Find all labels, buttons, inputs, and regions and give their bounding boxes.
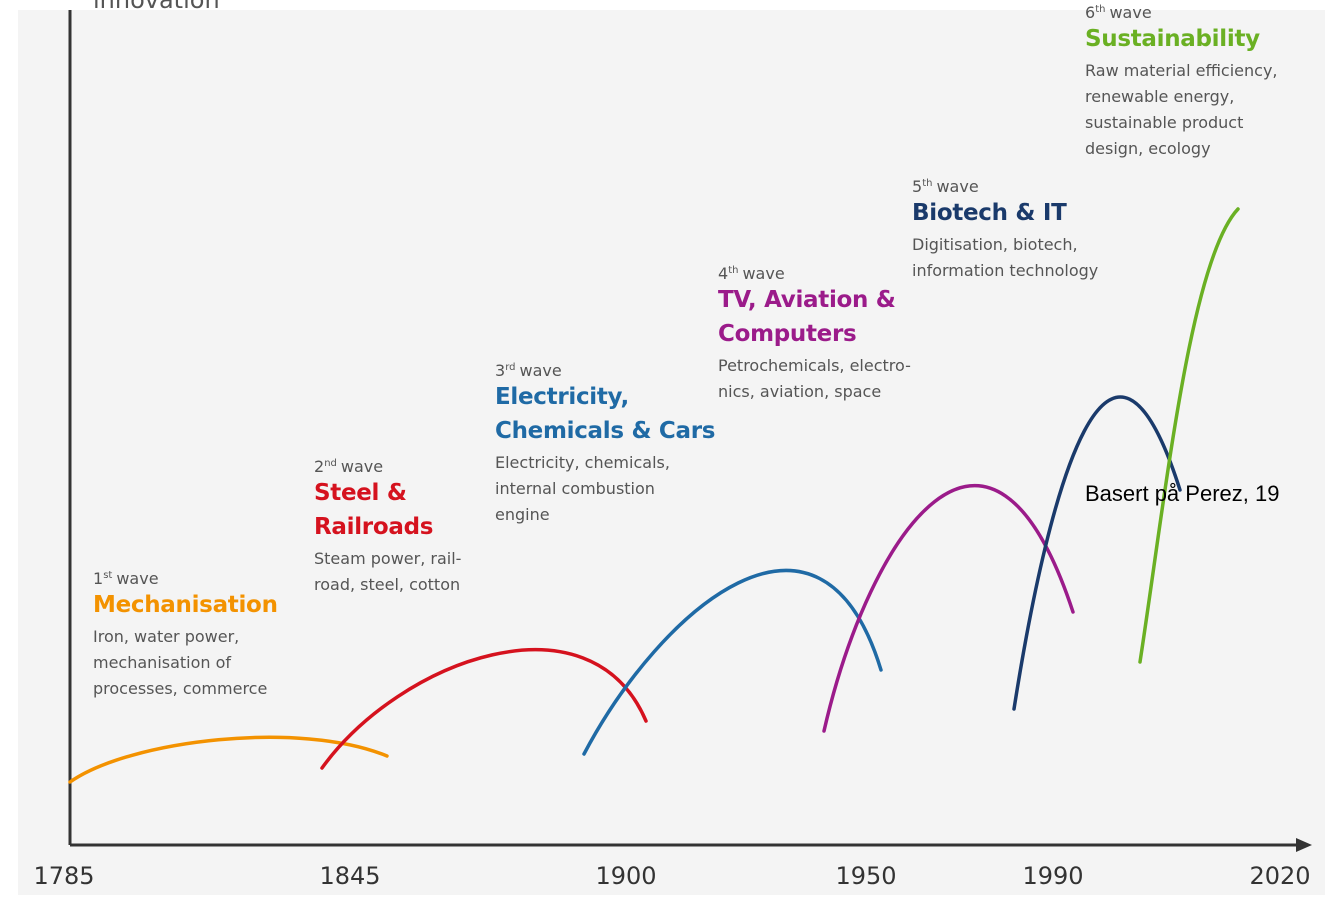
wave-block: 3rd wave Electricity, Chemicals & Cars Elect… — [495, 358, 715, 528]
title-line: Chemicals & Cars — [495, 418, 716, 444]
ordinal-suffix: rd — [505, 362, 516, 373]
description-line: engine — [495, 505, 550, 524]
wave-title: Biotech & IT — [912, 196, 1098, 230]
ordinal-word: wave — [116, 569, 159, 588]
year-label: 1990 — [1022, 862, 1084, 890]
wave-title: Mechanisation — [93, 588, 278, 622]
ordinal-suffix: st — [103, 570, 113, 581]
wave-description: Iron, water power, mechanisation of proces… — [93, 624, 278, 702]
ordinal-word: wave — [742, 264, 785, 283]
wave-curve — [1012, 395, 1182, 711]
title-line: Mechanisation — [93, 592, 278, 618]
wave-block: 2nd wave Steel & Railroads Steam power, rail… — [314, 454, 461, 598]
wave-curve — [68, 735, 389, 784]
ordinal-suffix: th — [922, 178, 933, 189]
wave-ordinal: 3rd wave — [495, 358, 715, 380]
description-line: information technology — [912, 261, 1099, 280]
wave-block: 4th wave TV, Aviation & Computers Petrochemi… — [718, 261, 911, 405]
ordinal-number: 6 — [1085, 3, 1096, 22]
wave-ordinal: 2nd wave — [314, 454, 461, 476]
axis-label: innovation — [93, 0, 220, 14]
description-line: road, steel, cotton — [314, 575, 461, 594]
wave-block: 5th wave Biotech & IT Digitisation, biotech… — [912, 174, 1098, 284]
ordinal-suffix: th — [1095, 4, 1106, 15]
wave-ordinal: 1st wave — [93, 566, 278, 588]
wave-title: Electricity, Chemicals & Cars — [495, 380, 715, 448]
description-line: internal combustion — [495, 479, 655, 498]
description-line: renewable energy, — [1085, 87, 1235, 106]
ordinal-word: wave — [1109, 3, 1152, 22]
wave-curve — [320, 648, 648, 770]
title-line: TV, Aviation & — [718, 287, 896, 313]
wave-curve — [1138, 207, 1240, 664]
year-label: 1900 — [595, 862, 657, 890]
wave-description: Steam power, rail-road, steel, cotton — [314, 546, 461, 598]
ordinal-number: 4 — [718, 264, 729, 283]
year-label: 1845 — [319, 862, 381, 890]
description-line: sustainable product — [1085, 113, 1244, 132]
title-line: Electricity, — [495, 384, 629, 410]
ordinal-suffix: th — [728, 265, 739, 276]
wave-curve — [582, 568, 883, 756]
ordinal-number: 3 — [495, 361, 506, 380]
ordinal-word: wave — [519, 361, 562, 380]
description-line: Electricity, chemicals, — [495, 453, 670, 472]
wave-title: Sustainability — [1085, 22, 1278, 56]
title-line: Computers — [718, 321, 857, 347]
wave-description: Digitisation, biotech, information techno… — [912, 232, 1098, 284]
ordinal-word: wave — [340, 457, 384, 476]
wave-block: 6th wave Sustainability Raw material effici… — [1085, 0, 1278, 162]
description-line: mechanisation of — [93, 653, 232, 672]
wave-title: Steel & Railroads — [314, 476, 461, 544]
ordinal-word: wave — [936, 177, 979, 196]
wave-curve — [822, 484, 1075, 733]
wave-title: TV, Aviation & Computers — [718, 283, 911, 351]
year-label: 1950 — [835, 862, 897, 890]
wave-description: Petrochemicals, electro-nics, aviation, … — [718, 353, 911, 405]
ordinal-number: 5 — [912, 177, 923, 196]
axis-arrow — [1296, 838, 1312, 852]
wave-ordinal: 5th wave — [912, 174, 1098, 196]
description-line: Steam power, rail- — [314, 549, 462, 568]
title-line: Biotech & IT — [912, 200, 1067, 226]
wave-ordinal: 4th wave — [718, 261, 911, 283]
ordinal-number: 1 — [93, 569, 104, 588]
description-line: processes, commerce — [93, 679, 268, 698]
ordinal-number: 2 — [314, 457, 325, 476]
source-note: Basert på Perez, 19 — [1085, 481, 1280, 506]
title-line: Steel & — [314, 480, 407, 506]
ordinal-suffix: nd — [324, 458, 337, 469]
description-line: Digitisation, biotech, — [912, 235, 1078, 254]
year-label: 2020 — [1249, 862, 1311, 890]
description-line: Raw material efficiency, — [1085, 61, 1278, 80]
description-line: nics, aviation, space — [718, 382, 882, 401]
description-line: Iron, water power, — [93, 627, 240, 646]
wave-ordinal: 6th wave — [1085, 0, 1278, 22]
description-line: design, ecology — [1085, 139, 1211, 158]
wave-description: Electricity, chemicals, internal combusti… — [495, 450, 715, 528]
year-label: 1785 — [33, 862, 95, 890]
title-line: Sustainability — [1085, 26, 1260, 52]
description-line: Petrochemicals, electro- — [718, 356, 911, 375]
title-line: Railroads — [314, 514, 434, 540]
wave-block: 1st wave Mechanisation Iron, water power, me… — [93, 566, 278, 702]
background-panel — [18, 10, 1325, 895]
wave-description: Raw material efficiency, renewable energy… — [1085, 58, 1278, 162]
